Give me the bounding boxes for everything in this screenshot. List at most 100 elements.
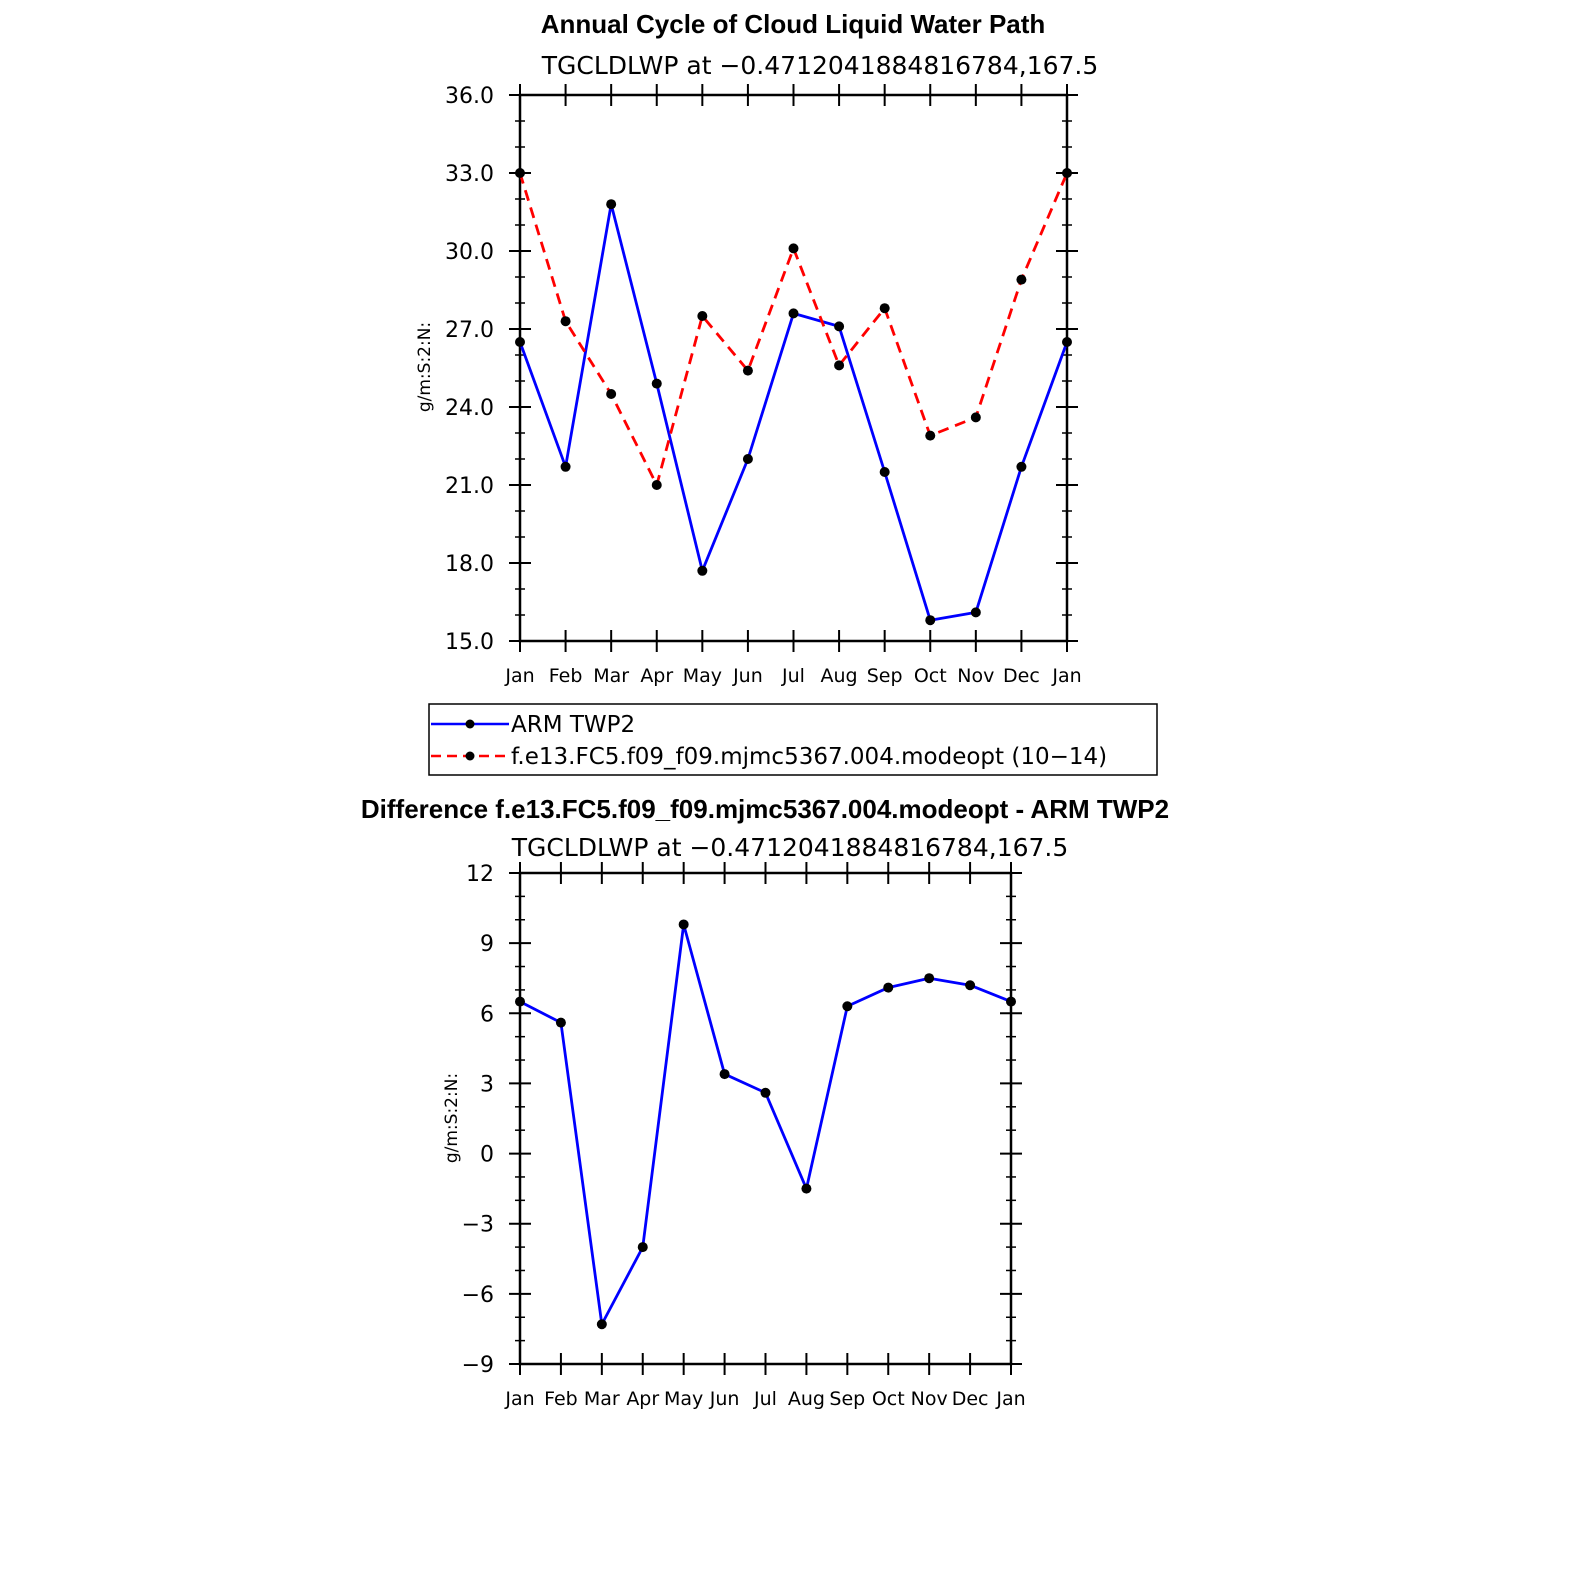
top-series-1-line <box>518 172 1069 487</box>
top-xtick-label: Aug <box>821 665 858 687</box>
bottom-series-0-point <box>924 973 935 984</box>
bottom-xtick-label: Sep <box>829 1388 865 1410</box>
bottom-xtick-label: Apr <box>626 1388 659 1410</box>
top-ytick-label: 30.0 <box>445 240 494 265</box>
bottom-series-0-point <box>596 1319 607 1330</box>
top-xtick-label: Feb <box>549 665 583 687</box>
top-series-0-point <box>879 467 890 477</box>
bottom-series-0-point <box>678 919 689 930</box>
bottom-xtick-label: Jan <box>995 1388 1025 1410</box>
top-series-0-point <box>560 461 571 472</box>
bottom-xtick-label: Mar <box>584 1388 620 1410</box>
top-ytick-label: 36.0 <box>445 84 494 109</box>
bottom-xtick-label: Feb <box>544 1388 578 1410</box>
top-chart-title: Annual Cycle of Cloud Liquid Water Path <box>541 9 1046 39</box>
top-xtick-label: Jan <box>1051 665 1081 687</box>
bottom-ytick-label: 6 <box>480 1002 494 1027</box>
top-series-1-point <box>651 480 662 490</box>
legend-label-model: f.e13.FC5.f09_f09.mjmc5367.004.modeopt (… <box>511 744 1107 770</box>
bottom-series-0-point <box>555 1017 566 1028</box>
top-series-0-point <box>834 321 845 332</box>
top-ytick-label: 15.0 <box>445 630 494 655</box>
bottom-xtick-label: Jan <box>504 1388 534 1410</box>
top-xtick-label: Apr <box>640 665 673 687</box>
bottom-plot-area: −9 −6 −3 0 3 6 9 12 Jan Feb Mar Apr May Jun Jul Aug Sep O… <box>462 862 1026 1410</box>
bottom-xtick-label: Oct <box>872 1388 905 1410</box>
bottom-chart-title: Difference f.e13.FC5.f09_f09.mjmc5367.00… <box>361 794 1169 824</box>
top-ytick-label: 24.0 <box>445 396 494 421</box>
top-series-0-point <box>970 607 981 618</box>
top-series-1-point <box>560 316 571 327</box>
top-series-0-point <box>1016 461 1027 472</box>
bottom-series-0-point <box>801 1183 812 1194</box>
top-series-1-point <box>925 430 936 441</box>
bottom-series-0-point <box>965 980 976 991</box>
top-chart-ylabel: g/m:S:2:N: <box>415 322 435 412</box>
legend-marker-model <box>465 751 475 761</box>
bottom-series-0-point <box>883 982 894 993</box>
top-xtick-label: May <box>683 665 722 687</box>
top-ytick-label: 33.0 <box>445 162 494 187</box>
bottom-xtick-label: Nov <box>911 1388 948 1410</box>
top-xtick-label: Nov <box>957 665 994 687</box>
top-series-0-line <box>518 202 1069 622</box>
legend-marker-arm <box>465 719 475 729</box>
top-series-0-point <box>651 378 662 389</box>
top-series-0-point <box>515 337 525 347</box>
bottom-series-0-line <box>519 923 1012 1326</box>
bottom-ytick-label: 12 <box>466 862 494 887</box>
top-series-0-point <box>925 615 936 626</box>
bottom-frame <box>518 871 1013 1366</box>
bottom-series-0-point <box>637 1242 648 1253</box>
top-ytick-label: 27.0 <box>445 318 494 343</box>
bottom-xtick-label: Aug <box>788 1388 825 1410</box>
legend-box <box>428 703 1158 776</box>
bottom-ytick-label: −3 <box>462 1213 494 1238</box>
bottom-xtick-label: Dec <box>952 1388 989 1410</box>
bottom-xtick-label: May <box>664 1388 703 1410</box>
top-ytick-label: 18.0 <box>445 552 494 577</box>
bottom-series-0-point <box>515 996 525 1007</box>
top-series-1-point <box>1062 168 1072 178</box>
bottom-ytick-label: 0 <box>480 1143 494 1168</box>
top-xtick-label: Jul <box>781 665 805 687</box>
top-series-1-point <box>1016 274 1027 285</box>
top-series-0-point <box>606 199 617 210</box>
bottom-chart-subtitle: TGCLDLWP at −0.4712041884816784,167.5 <box>511 833 1069 862</box>
top-chart-subtitle: TGCLDLWP at −0.4712041884816784,167.5 <box>541 51 1099 80</box>
bottom-xtick-label: Jun <box>709 1388 740 1410</box>
top-series-1-point <box>515 168 525 178</box>
top-xtick-label: Dec <box>1003 665 1040 687</box>
bottom-series-0-point <box>719 1069 730 1080</box>
bottom-chart-ylabel: g/m:S:2:N: <box>442 1073 462 1163</box>
top-xtick-label: Jun <box>732 665 763 687</box>
top-series-1-point <box>606 389 617 399</box>
top-frame <box>518 93 1069 643</box>
bottom-ytick-label: −9 <box>462 1353 494 1378</box>
top-series-1-point <box>697 311 708 321</box>
bottom-ytick-label: −6 <box>462 1283 494 1308</box>
top-chart: Annual Cycle of Cloud Liquid Water Path … <box>415 9 1158 776</box>
bottom-series-0-point <box>842 1001 853 1012</box>
bottom-ytick-label: 3 <box>480 1072 494 1097</box>
top-series-1-point <box>788 243 799 254</box>
top-xtick-label: Jan <box>504 665 534 687</box>
top-xtick-label: Sep <box>867 665 903 687</box>
top-xtick-label: Oct <box>914 665 947 687</box>
legend-label-arm: ARM TWP2 <box>511 712 635 738</box>
bottom-chart: Difference f.e13.FC5.f09_f09.mjmc5367.00… <box>361 794 1169 1410</box>
bottom-series-0-point <box>760 1087 771 1098</box>
top-series-0-point <box>788 308 799 319</box>
top-series-1-point <box>879 303 890 314</box>
legend: ARM TWP2 f.e13.FC5.f09_f09.mjmc5367.004.… <box>428 703 1158 776</box>
top-ytick-label: 21.0 <box>445 474 494 499</box>
top-series-0-point <box>742 454 753 464</box>
top-series-1-point <box>742 365 753 376</box>
top-series-1-point <box>834 360 845 371</box>
top-xtick-label: Mar <box>593 665 629 687</box>
top-series-0-point <box>697 565 708 576</box>
bottom-ytick-label: 9 <box>480 932 494 957</box>
bottom-series-0-point <box>1006 996 1016 1007</box>
top-plot-area: 15.0 18.0 21.0 24.0 27.0 30.0 33.0 36.0 Jan Feb Ma… <box>445 84 1082 687</box>
